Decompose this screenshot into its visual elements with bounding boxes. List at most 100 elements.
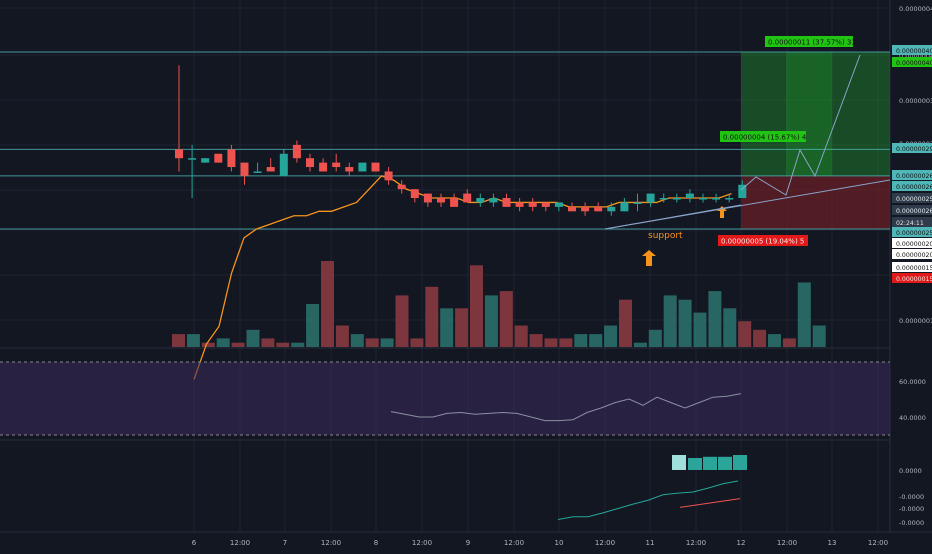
- long-mid-label: 0.00000004 (15.67%) 4: [723, 134, 807, 142]
- long-mid-label-bg: [720, 131, 806, 142]
- volume-bar: [335, 325, 349, 347]
- level-label: 0.00000026: [896, 173, 932, 180]
- time-tick-label: 12:00: [777, 539, 797, 547]
- candle-body: [214, 153, 223, 163]
- long-zone: [741, 52, 890, 176]
- volume-bar: [350, 334, 364, 347]
- candle-body: [345, 167, 354, 172]
- volume-bar: [261, 338, 275, 347]
- time-tick-label: 11: [646, 539, 655, 547]
- time-tick-label: 10: [555, 539, 564, 547]
- volume-bar: [574, 334, 588, 347]
- macd-tick-label: -0.0000: [899, 493, 924, 501]
- level-label-bg: [892, 181, 932, 191]
- support-label: support: [648, 231, 683, 241]
- price-tick-label: 0.00000040: [899, 52, 932, 60]
- time-tick-label: 12:00: [230, 539, 250, 547]
- time-axis: 6 12:00 7 12:00 8 12:00 9 12:00 10 12:00 11 12:00 12…: [192, 539, 888, 547]
- volume-bar: [276, 342, 290, 347]
- candle-body: [699, 198, 707, 200]
- volume-bar: [738, 321, 752, 347]
- ma-line: [193, 175, 732, 380]
- volume-bar: [231, 342, 245, 347]
- candle-body: [463, 193, 472, 203]
- level-label: 0.00000040: [896, 60, 932, 67]
- level-label: 0.00000025: [896, 230, 932, 237]
- candle-body: [568, 206, 576, 212]
- level-label: 0.00000015: [896, 265, 932, 272]
- volume-bar: [514, 325, 528, 347]
- macd-pane: 0.0000 -0.0000 -0.0000 -0.0000: [557, 455, 924, 527]
- candle-body: [279, 153, 288, 176]
- moving-average: [193, 175, 732, 380]
- volume-bar: [723, 308, 737, 347]
- candle-body: [397, 184, 406, 190]
- level-label: 0.00000020: [896, 252, 932, 259]
- volume-bar: [455, 308, 469, 347]
- rsi-band: [0, 362, 890, 435]
- time-tick-label: 12:00: [595, 539, 615, 547]
- candle-body: [371, 162, 380, 172]
- candle-body: [672, 198, 681, 200]
- volume-bar: [321, 261, 334, 347]
- level-label: 0.00000026: [896, 184, 932, 191]
- volume-bar: [201, 342, 215, 347]
- price-axis: 0.000000450.000000400.000000350.00000030…: [892, 5, 932, 325]
- candle-body: [620, 202, 629, 212]
- volume-bar: [633, 342, 647, 347]
- price-tick-label: 0.00000035: [899, 97, 932, 105]
- candle-body: [502, 198, 511, 207]
- volume-bar: [395, 295, 409, 347]
- macd-signal-line: [679, 498, 741, 508]
- volume-bar: [648, 329, 662, 347]
- volume-bar: [604, 325, 618, 347]
- level-label-bg: [892, 143, 932, 153]
- candle-body: [646, 193, 655, 203]
- level-label: 0.00000040: [896, 48, 932, 55]
- time-tick-label: 12:00: [412, 539, 432, 547]
- candle-body: [292, 144, 301, 159]
- volume-bar: [484, 295, 498, 347]
- long-target-label: 0.00000011 (37.57%) 33: [768, 39, 856, 47]
- candle-body: [423, 193, 432, 203]
- macd-tick-label: 0.0000: [899, 467, 922, 475]
- macd-line: [557, 480, 739, 520]
- volume-bar: [812, 325, 826, 347]
- volume-bar: [410, 338, 424, 347]
- level-label-bg: [892, 249, 932, 259]
- time-tick-label: 12:00: [868, 539, 888, 547]
- candle-body: [319, 162, 328, 172]
- arrow-up-icon: [642, 250, 656, 266]
- time-tick-label: 13: [828, 539, 837, 547]
- level-label-bg: [892, 45, 932, 55]
- rsi-line: [390, 393, 742, 422]
- candle-body: [188, 158, 197, 160]
- volume-bars: [172, 261, 826, 347]
- grid-layer: [0, 0, 932, 533]
- level-label-bg: [892, 227, 932, 237]
- candle-body: [450, 198, 459, 207]
- time-tick-label: 12:00: [321, 539, 341, 547]
- candle-body: [240, 162, 249, 176]
- short-stop-label: 0.00000005 (19.04%) 5: [721, 238, 804, 246]
- level-label-bg: [892, 238, 932, 248]
- time-tick-label: 6: [192, 539, 197, 547]
- price-tick-label: 0.00000045: [899, 5, 932, 13]
- volume-bar: [380, 338, 394, 347]
- volume-bar: [589, 334, 603, 347]
- candle-body: [476, 198, 485, 203]
- volume-bar: [216, 338, 230, 347]
- macd-tick-label: -0.0000: [899, 519, 924, 527]
- candle-body: [227, 149, 236, 168]
- volume-bar: [782, 338, 796, 347]
- projection-path: [740, 54, 861, 196]
- volume-bar: [678, 299, 692, 347]
- time-tick-label: 7: [283, 539, 287, 547]
- volume-bar: [768, 334, 781, 347]
- candle-body: [685, 193, 694, 199]
- candle-body: [358, 162, 367, 172]
- position-zones: [741, 52, 890, 229]
- volume-bar: [619, 299, 632, 347]
